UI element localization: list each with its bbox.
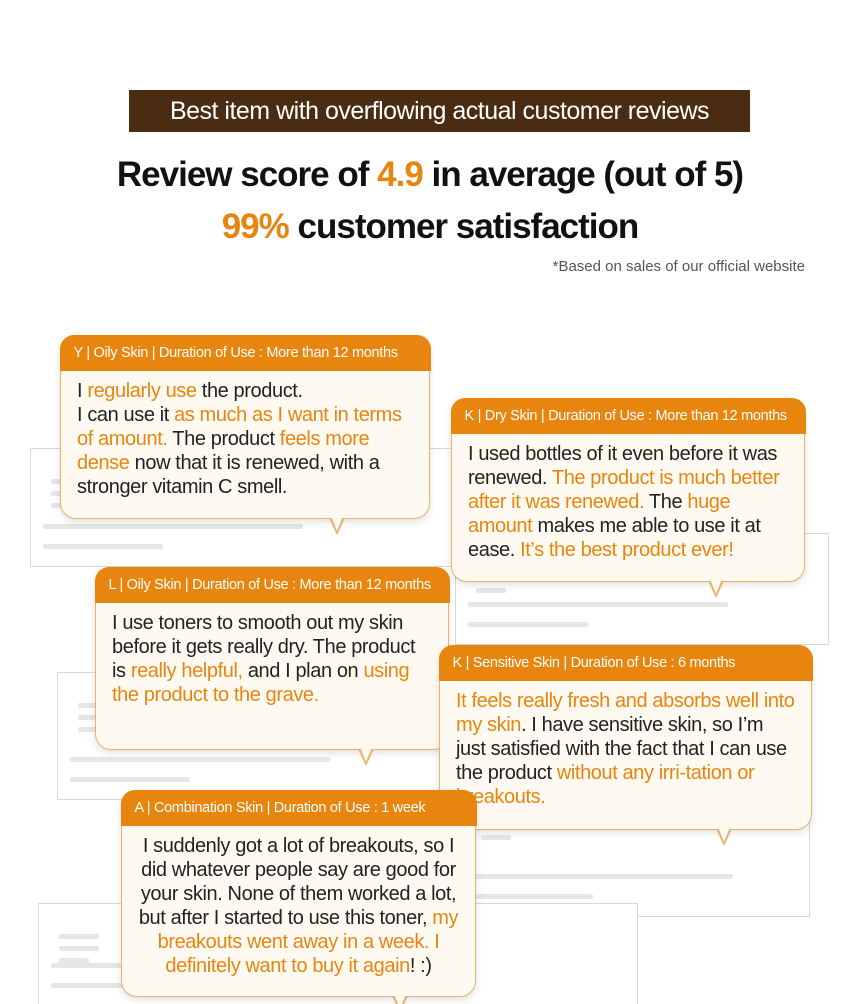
highlight-text: It feels really fresh and absorbs well i…: [456, 689, 795, 736]
review-text-segment: I: [77, 379, 88, 402]
review-text-segment: I suddenly got a lot of breakouts, so I …: [138, 834, 457, 929]
review-text: I used bottles of it even before it was …: [452, 434, 804, 562]
headline-text: Review score of: [116, 155, 378, 194]
highlight-text: regularly use: [87, 379, 197, 402]
highlight-text: without any irri-tation or breakouts.: [456, 761, 755, 808]
review-text: I regularly use the product. I can use i…: [61, 371, 429, 499]
placeholder-line: [78, 727, 108, 732]
highlight-text: The product is much better after it was …: [468, 466, 780, 513]
placeholder-line: [473, 894, 593, 899]
review-bubble: A | Combination Skin | Duration of Use :…: [120, 789, 477, 1004]
headline-text: customer satisfaction: [288, 207, 640, 246]
review-text-segment: I used bottles of it even before it was …: [468, 442, 778, 489]
placeholder-line: [468, 622, 588, 627]
review-text-segment: The: [644, 490, 688, 513]
review-bubble: K | Sensitive Skin | Duration of Use : 6…: [438, 644, 813, 846]
placeholder-line: [51, 983, 171, 988]
review-text-segment: and I plan on: [242, 659, 364, 682]
highlight-text: It’s the best product ever!: [520, 538, 734, 561]
review-text: I use toners to smooth out my skin befor…: [96, 603, 448, 707]
review-header: Y | Oily Skin | Duration of Use : More t…: [59, 334, 431, 371]
highlight-text: really helpful,: [130, 659, 243, 682]
review-text-segment: the product. I can use it: [77, 379, 303, 426]
review-bubble: K | Dry Skin | Duration of Use : More th…: [450, 397, 806, 598]
speech-tail: [716, 827, 732, 846]
review-bubble: Y | Oily Skin | Duration of Use : More t…: [59, 334, 431, 535]
footnote: *Based on sales of our official website: [552, 258, 805, 275]
review-header: A | Combination Skin | Duration of Use :…: [120, 789, 477, 826]
highlight-text: my breakouts went away in a week. I defi…: [157, 906, 459, 977]
review-bubble: L | Oily Skin | Duration of Use : More t…: [94, 566, 450, 766]
speech-tail: [708, 579, 724, 598]
review-header: K | Dry Skin | Duration of Use : More th…: [450, 397, 806, 434]
review-text: I suddenly got a lot of breakouts, so I …: [122, 826, 475, 978]
review-text-segment: ! :): [409, 954, 432, 977]
placeholder-line: [43, 524, 303, 529]
placeholder-line: [476, 588, 506, 593]
placeholder-line: [468, 602, 728, 607]
placeholder-line: [59, 958, 89, 963]
placeholder-line: [473, 874, 733, 879]
speech-tail: [392, 994, 408, 1004]
highlight-text: as much as I want in terms of amount.: [77, 403, 402, 450]
placeholder-line: [481, 835, 511, 840]
satisfaction-value: 99%: [221, 207, 290, 246]
placeholder-line: [70, 777, 190, 782]
review-header: L | Oily Skin | Duration of Use : More t…: [94, 566, 450, 603]
placeholder-line: [43, 544, 163, 549]
review-text-segment: makes me able to use it at ease.: [468, 514, 761, 561]
review-text-segment: The product: [167, 427, 280, 450]
score-value: 4.9: [377, 155, 424, 194]
highlight-text: huge amount: [468, 490, 731, 537]
placeholder-line: [59, 934, 99, 939]
review-text-segment: now that it is renewed, with a stronger …: [77, 451, 380, 498]
review-text-segment: . I have sensitive skin, so I’m just sat…: [456, 713, 787, 784]
speech-tail: [329, 516, 345, 535]
speech-tail: [358, 747, 374, 766]
placeholder-line: [59, 946, 99, 951]
headline-score: Review score of 4.9 in average (out of 5…: [0, 155, 860, 195]
placeholder-line: [70, 757, 330, 762]
headline-satisfaction: 99% customer satisfaction: [0, 207, 860, 247]
highlight-text: using the product to the grave.: [112, 659, 410, 706]
headline-text: in average (out of 5): [422, 155, 745, 194]
banner: Best item with overflowing actual custom…: [129, 90, 750, 132]
review-header: K | Sensitive Skin | Duration of Use : 6…: [438, 644, 813, 681]
review-text: It feels really fresh and absorbs well i…: [440, 681, 811, 809]
highlight-text: feels more dense: [77, 427, 370, 474]
review-text-segment: I use toners to smooth out my skin befor…: [112, 611, 416, 682]
